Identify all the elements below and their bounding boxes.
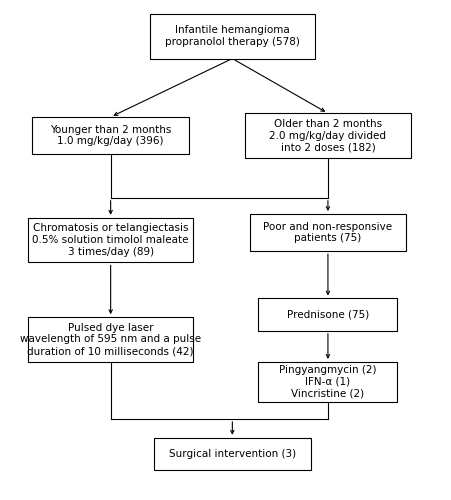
Text: Chromatosis or telangiectasis
0.5% solution timolol maleate
3 times/day (89): Chromatosis or telangiectasis 0.5% solut… [32,224,189,256]
FancyBboxPatch shape [258,298,397,331]
FancyBboxPatch shape [150,14,315,59]
FancyBboxPatch shape [258,362,397,402]
FancyBboxPatch shape [250,214,406,251]
FancyBboxPatch shape [32,117,189,154]
FancyBboxPatch shape [28,317,193,362]
FancyBboxPatch shape [28,218,193,262]
Text: Poor and non-responsive
patients (75): Poor and non-responsive patients (75) [263,222,392,244]
FancyBboxPatch shape [245,114,410,158]
Text: Infantile hemangioma
propranolol therapy (578): Infantile hemangioma propranolol therapy… [165,26,300,47]
Text: Prednisone (75): Prednisone (75) [287,310,369,320]
Text: Surgical intervention (3): Surgical intervention (3) [169,449,296,459]
Text: Pingyangmycin (2)
IFN-α (1)
Vincristine (2): Pingyangmycin (2) IFN-α (1) Vincristine … [279,365,377,398]
Text: Older than 2 months
2.0 mg/kg/day divided
into 2 doses (182): Older than 2 months 2.0 mg/kg/day divide… [269,119,387,152]
Text: Younger than 2 months
1.0 mg/kg/day (396): Younger than 2 months 1.0 mg/kg/day (396… [50,125,171,146]
FancyBboxPatch shape [154,438,311,470]
Text: Pulsed dye laser
wavelength of 595 nm and a pulse
duration of 10 milliseconds (4: Pulsed dye laser wavelength of 595 nm an… [20,323,201,356]
